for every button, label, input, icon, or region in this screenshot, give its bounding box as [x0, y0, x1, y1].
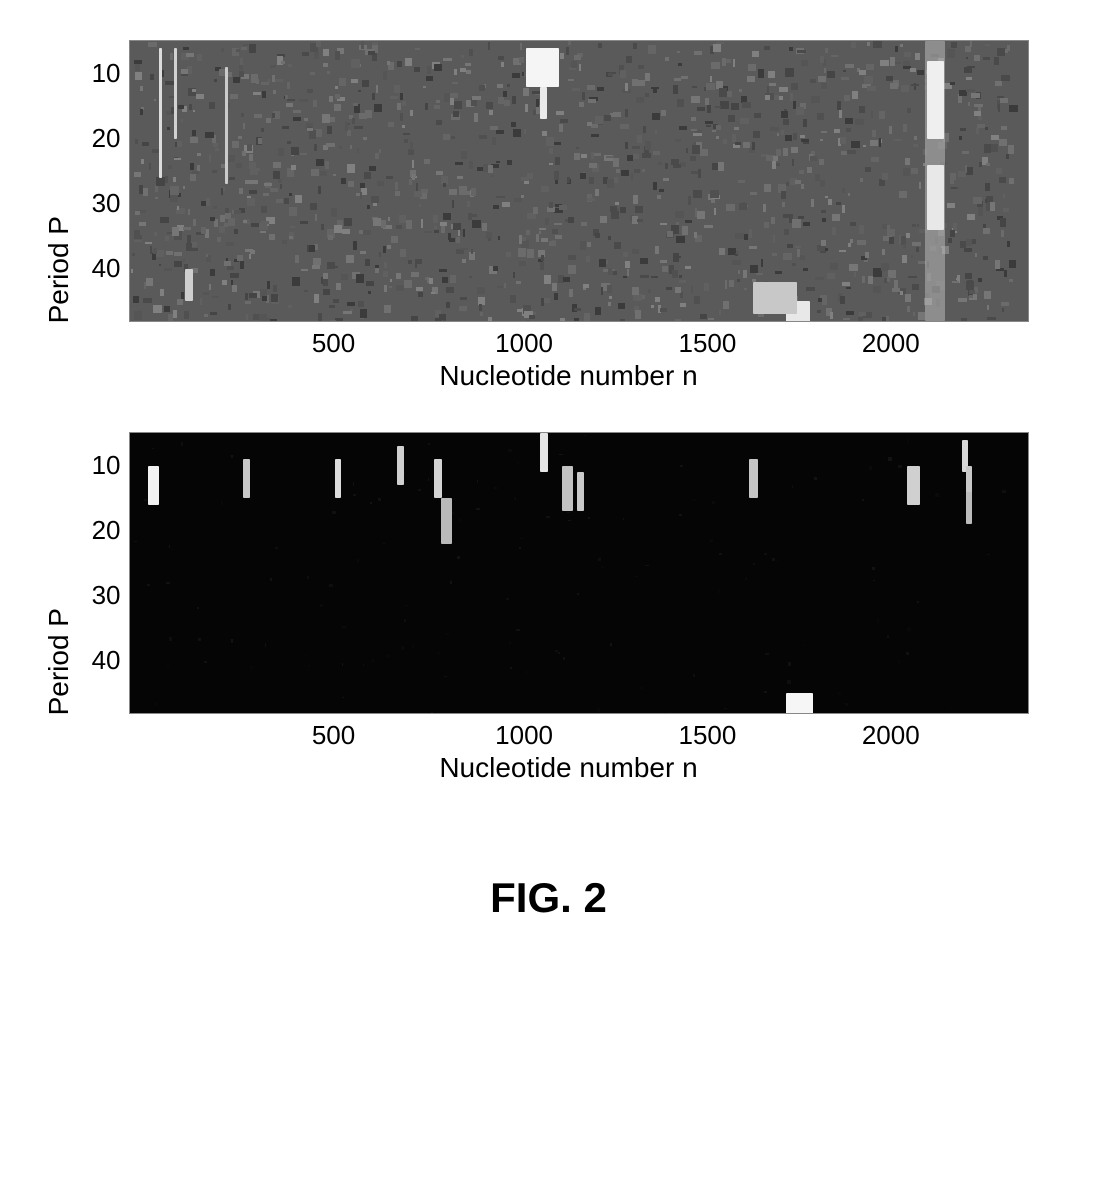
heatmap-area: [129, 40, 1029, 322]
heatmap-panel-bottom: Period P10203040500100015002000Nucleotid…: [69, 432, 1029, 784]
heatmap-highlight: [526, 48, 559, 87]
y-tick-column: 10203040: [69, 40, 129, 320]
heatmap-highlight: [753, 282, 797, 315]
heatmap-highlight: [243, 459, 250, 498]
heatmap-highlight: [434, 459, 442, 498]
heatmap-highlight: [907, 466, 920, 505]
x-axis-label: Nucleotide number n: [129, 752, 1009, 784]
heatmap-area: [129, 432, 1029, 714]
heatmap-highlight: [225, 67, 228, 184]
heatmap-highlight: [159, 48, 162, 178]
x-tick-row: 500100015002000: [129, 328, 1009, 358]
heatmap-highlight: [540, 87, 547, 120]
figure: Period P10203040500100015002000Nucleotid…: [69, 40, 1029, 922]
y-tick-column: 10203040: [69, 432, 129, 712]
heatmap-highlight: [927, 61, 944, 139]
heatmap-highlight: [397, 446, 404, 485]
heatmap-highlight: [577, 472, 584, 511]
heatmap-highlight: [966, 492, 973, 525]
heatmap-highlight: [562, 466, 573, 512]
heatmap-highlight: [185, 269, 193, 302]
x-axis-label: Nucleotide number n: [129, 360, 1009, 392]
x-tick-row: 500100015002000: [129, 720, 1009, 750]
heatmap-highlight: [174, 48, 177, 139]
heatmap-highlight: [148, 466, 159, 505]
heatmap-highlight: [441, 498, 452, 544]
heatmap-highlight: [540, 433, 548, 472]
figure-caption: FIG. 2: [69, 874, 1029, 922]
heatmap-highlight: [786, 693, 814, 714]
heatmap-highlight: [335, 459, 342, 498]
heatmap-highlight: [927, 165, 944, 230]
heatmap-panel-top: Period P10203040500100015002000Nucleotid…: [69, 40, 1029, 392]
heatmap-highlight: [749, 459, 758, 498]
